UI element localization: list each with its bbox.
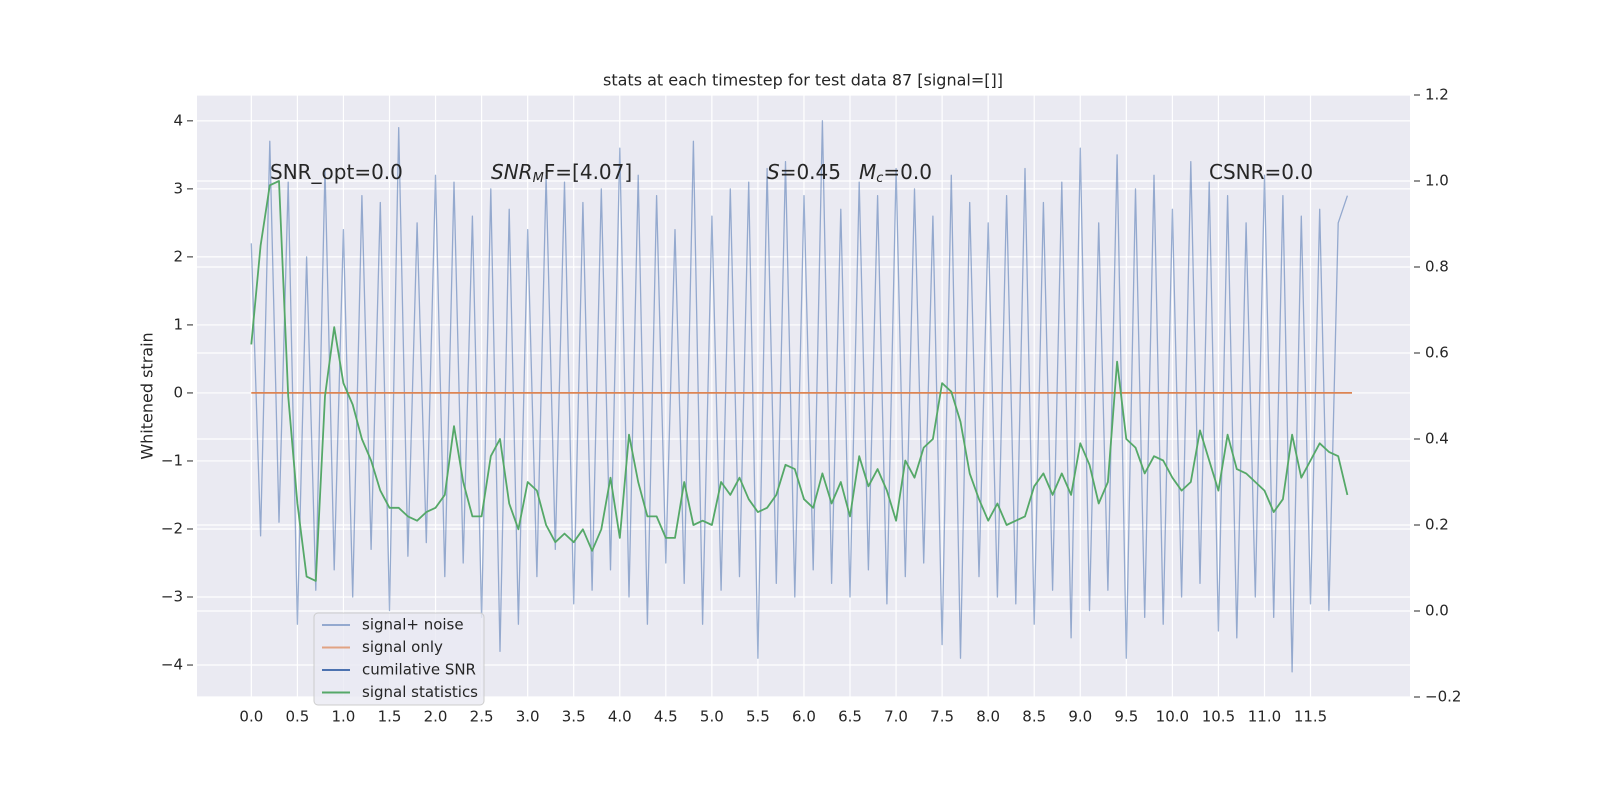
- x-tick-label: 2.5: [470, 708, 494, 726]
- annotation: SNRMF=[4.07]: [491, 160, 632, 186]
- legend-label: signal+ noise: [362, 616, 464, 634]
- x-tick-label: 7.0: [884, 708, 908, 726]
- x-tick-label: 6.5: [838, 708, 862, 726]
- y-tick-label: −1: [161, 451, 183, 469]
- x-tick-label: 8.0: [976, 708, 1000, 726]
- annotation-part: c: [876, 171, 883, 186]
- x-tick-label: 2.0: [424, 708, 448, 726]
- annotation-part: CSNR=0.0: [1209, 160, 1313, 184]
- x-tick-label: 10.5: [1202, 708, 1235, 726]
- y2-tick-label: 0.4: [1425, 430, 1449, 448]
- y2-tick-label: 0.6: [1425, 344, 1449, 362]
- x-tick-label: 0.5: [285, 708, 309, 726]
- series-line: [250, 120, 1349, 673]
- x-tick-label: 0.0: [239, 708, 263, 726]
- y2-tick-label: 1.2: [1425, 86, 1449, 104]
- x-tick-label: 7.5: [930, 708, 954, 726]
- legend-label: cumilative SNR: [362, 661, 476, 679]
- x-tick-label: 3.0: [516, 708, 540, 726]
- x-tick-label: 11.0: [1248, 708, 1281, 726]
- annotation-part: SNR: [491, 160, 533, 184]
- chart-title: stats at each timestep for test data 87 …: [603, 71, 1003, 90]
- legend-box: [313, 612, 485, 706]
- x-tick-label: 3.5: [562, 708, 586, 726]
- y-tick-label: −2: [161, 519, 183, 537]
- annotation-part: M: [533, 171, 544, 186]
- annotation: S=0.45: [767, 160, 841, 184]
- annotation-part: S: [767, 160, 780, 184]
- y-tick-label: 1: [173, 315, 183, 333]
- x-tick-label: 4.5: [654, 708, 678, 726]
- y2-tick-label: 0.2: [1425, 516, 1449, 534]
- x-tick-label: 4.0: [608, 708, 632, 726]
- x-tick-label: 6.0: [792, 708, 816, 726]
- annotation-part: =0.0: [883, 160, 932, 184]
- legend-label: signal only: [362, 638, 443, 656]
- x-tick-label: 8.5: [1022, 708, 1046, 726]
- x-tick-label: 10.0: [1156, 708, 1189, 726]
- y-tick-label: 0: [173, 383, 183, 401]
- x-tick-label: 1.0: [332, 708, 356, 726]
- annotation: Mc=0.0: [859, 160, 932, 186]
- x-tick-label: 1.5: [378, 708, 402, 726]
- y-tick-label: −3: [161, 588, 183, 606]
- annotation-part: M: [859, 160, 876, 184]
- y-tick-label: 2: [173, 247, 183, 265]
- y2-tick-label: −0.2: [1425, 688, 1461, 706]
- x-tick-label: 5.0: [700, 708, 724, 726]
- series-line: [250, 180, 1349, 582]
- legend: signal+ noise signal only cumilative SNR si…: [313, 612, 485, 706]
- x-tick-label: 5.5: [746, 708, 770, 726]
- y-tick-label: 4: [173, 111, 183, 129]
- y-axis-label: Whitened strain: [138, 332, 157, 459]
- annotation: SNR_opt=0.0: [270, 160, 403, 184]
- x-tick-label: 11.5: [1294, 708, 1327, 726]
- y2-tick-label: 0.8: [1425, 258, 1449, 276]
- grid: [197, 94, 1410, 698]
- annotation-part: SNR_opt=0.0: [270, 160, 403, 184]
- annotation-part: F=[4.07]: [544, 160, 632, 184]
- annotation: CSNR=0.0: [1209, 160, 1313, 184]
- y2-tick-label: 1.0: [1425, 172, 1449, 190]
- x-tick-label: 9.0: [1068, 708, 1092, 726]
- annotation-part: =0.45: [780, 160, 841, 184]
- y-tick-label: 3: [173, 179, 183, 197]
- legend-label: signal statistics: [362, 683, 478, 701]
- y-tick-label: −4: [161, 656, 183, 674]
- x-tick-label: 9.5: [1114, 708, 1138, 726]
- y2-tick-label: 0.0: [1425, 602, 1449, 620]
